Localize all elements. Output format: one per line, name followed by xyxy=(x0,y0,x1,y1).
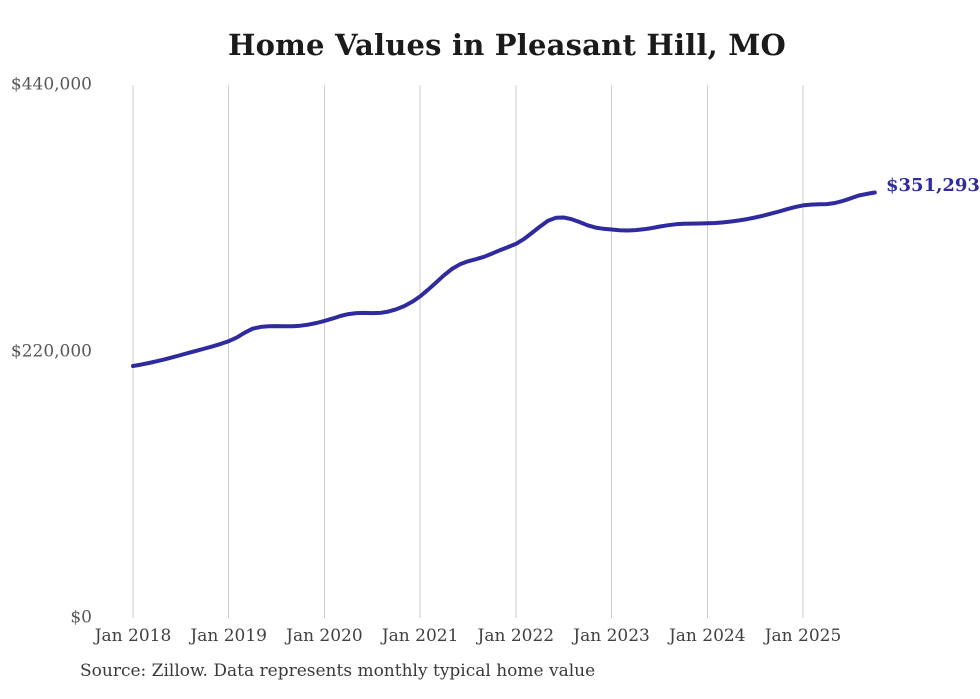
x-tick-label: Jan 2019 xyxy=(190,626,267,646)
source-note: Source: Zillow. Data represents monthly … xyxy=(80,661,596,681)
x-tick-label: Jan 2018 xyxy=(94,626,172,646)
x-tick-label: Jan 2024 xyxy=(668,626,746,646)
chart-title: Home Values in Pleasant Hill, MO xyxy=(228,28,786,62)
y-tick-label: $220,000 xyxy=(10,341,92,362)
x-tick-label: Jan 2023 xyxy=(573,626,650,646)
y-tick-label: $440,000 xyxy=(10,74,92,95)
latest-value-label: $351,293 xyxy=(886,175,980,196)
x-tick-label: Jan 2020 xyxy=(286,626,363,646)
year-gridlines xyxy=(132,85,804,618)
x-tick-label: Jan 2022 xyxy=(477,626,555,646)
y-tick-label: $0 xyxy=(70,607,92,628)
x-tick-label: Jan 2021 xyxy=(381,626,459,646)
x-tick-label: Jan 2025 xyxy=(764,626,842,646)
home-value-line xyxy=(131,190,877,368)
